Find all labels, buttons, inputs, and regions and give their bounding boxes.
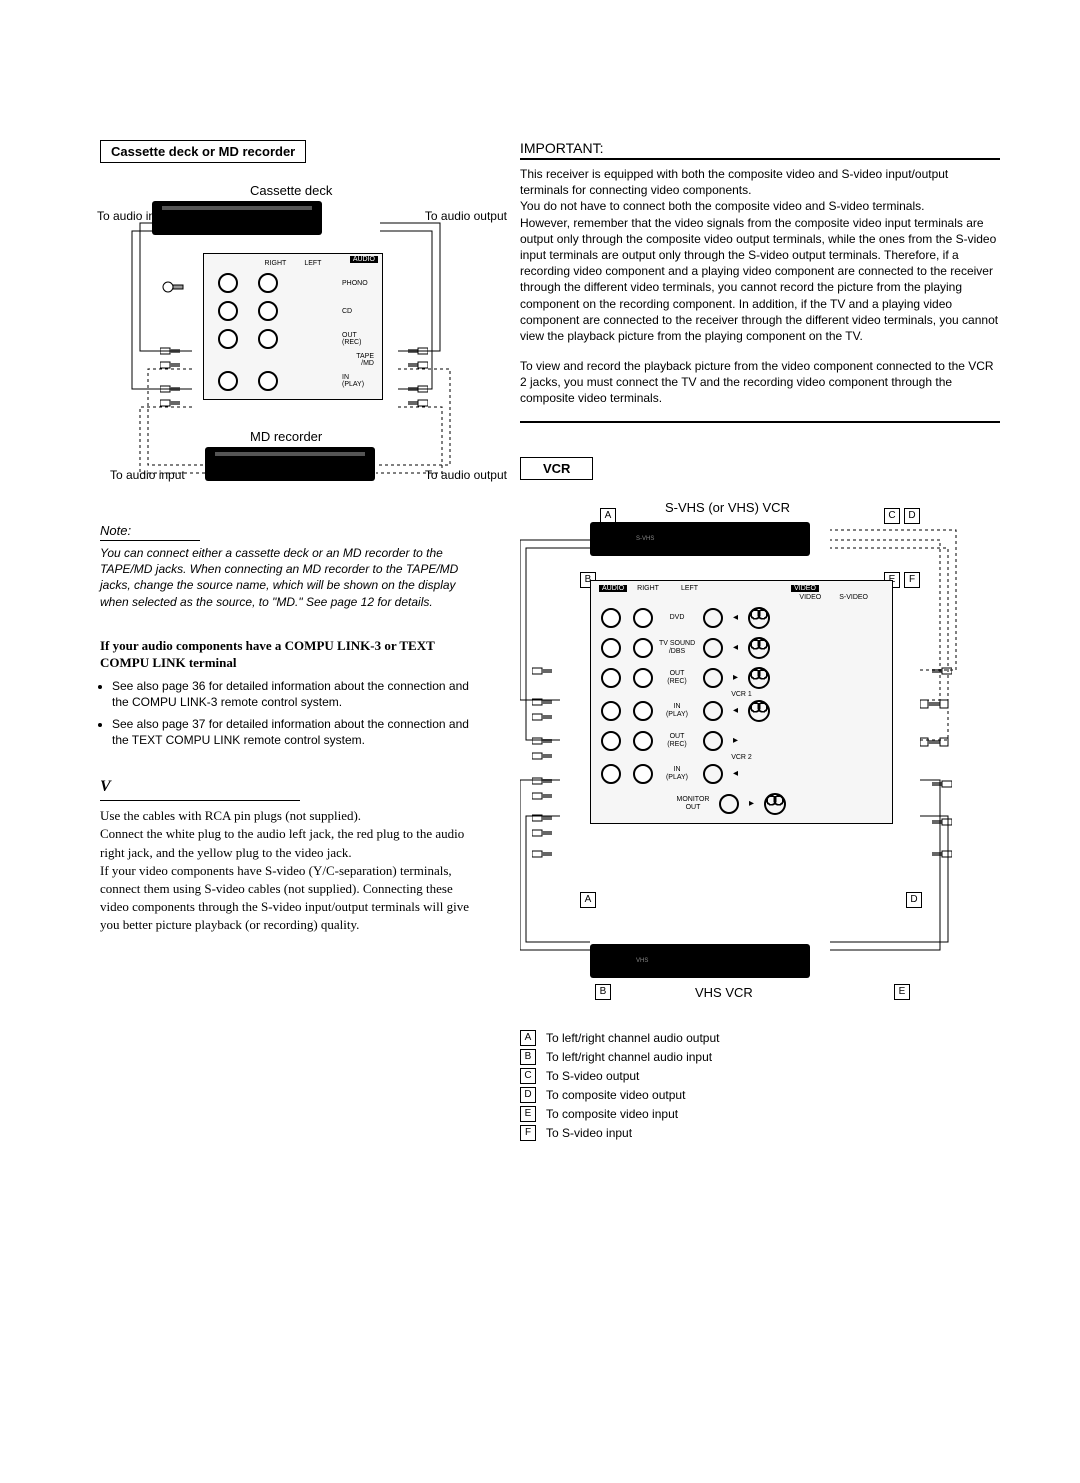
letter-F-top: F (904, 572, 920, 588)
plugs-right-row5 (924, 816, 952, 831)
legend: A To left/right channel audio output B To … (520, 1030, 1000, 1141)
legend-B-box: B (520, 1049, 536, 1065)
bullet-2: See also page 37 for detailed informatio… (112, 716, 480, 748)
legend-C-text: To S-video output (546, 1069, 639, 1083)
legend-E-box: E (520, 1106, 536, 1122)
plugs-right-row6 (924, 848, 952, 863)
vhs-title: VHS VCR (695, 985, 753, 1000)
cassette-diagram: Cassette deck To audio input To audio ou… (100, 173, 480, 503)
left-head: LEFT (681, 585, 698, 592)
plugs-left-row4 (532, 775, 560, 805)
legend-B-text: To left/right channel audio input (546, 1050, 712, 1064)
letter-D-top: D (904, 508, 920, 524)
row-vcr1-out: OUT (REC) ▸ (595, 663, 888, 693)
plugs-left-row5 (532, 812, 560, 842)
important-head: IMPORTANT: (520, 140, 1000, 160)
video-col-head: VIDEO (799, 594, 821, 601)
plugs-left-row1 (532, 665, 560, 680)
legend-D-text: To composite video output (546, 1088, 685, 1102)
letter-B-bottom: B (595, 984, 611, 1000)
v-heading: V (100, 778, 300, 801)
vhs-img (590, 944, 810, 978)
legend-C-box: C (520, 1068, 536, 1084)
compu-link-bullets: See also page 36 for detailed informatio… (100, 678, 480, 749)
bullet-1: See also page 36 for detailed informatio… (112, 678, 480, 710)
letter-E-bottom: E (894, 984, 910, 1000)
legend-D-box: D (520, 1087, 536, 1103)
row-monitor: MONITOR OUT ▸ (595, 789, 888, 819)
svhs-title: S-VHS (or VHS) VCR (665, 500, 790, 515)
vcr-label-box: VCR (520, 457, 593, 480)
compu-link-subhead: If your audio components have a COMPU LI… (100, 638, 480, 672)
row-tvsound: TV SOUND /DBS ◂ (595, 633, 888, 663)
legend-A-box: A (520, 1030, 536, 1046)
letter-D-bottom: D (906, 892, 922, 908)
important-p1: This receiver is equipped with both the … (520, 166, 1000, 344)
svhs-img (590, 522, 810, 556)
legend-F-text: To S-video input (546, 1126, 632, 1140)
important-p2: To view and record the playback picture … (520, 358, 1000, 423)
row-vcr2-out: OUT (REC) ▸ (595, 726, 888, 756)
letter-A-bottom: A (580, 892, 596, 908)
vcr-diagram: S-VHS (or VHS) VCR A C D B E F AUDIO RIG… (520, 500, 970, 1000)
row-vcr2-in: IN (PLAY) ◂ (595, 759, 888, 789)
plugs-left-row2 (532, 696, 560, 726)
v-body-text: Use the cables with RCA pin plugs (not s… (100, 807, 480, 934)
plugs-right-row4 (924, 778, 952, 793)
cassette-wires (100, 173, 480, 503)
legend-E-text: To composite video input (546, 1107, 678, 1121)
letter-C-top: C (884, 508, 900, 524)
video-badge: VIDEO (791, 585, 819, 592)
plugs-right-row3 (920, 736, 952, 751)
cassette-label-box: Cassette deck or MD recorder (100, 140, 306, 163)
plugs-right-row2 (920, 698, 952, 713)
audio-badge-2: AUDIO (599, 585, 627, 592)
row-dvd: DVD ◂ (595, 603, 888, 633)
svideo-head: S-VIDEO (839, 594, 868, 601)
jack-panel-video: AUDIO RIGHT LEFT VIDEO VIDEO S-VIDEO DVD… (590, 580, 893, 824)
plugs-left-row3 (532, 735, 560, 765)
plugs-left-row6 (532, 848, 560, 863)
plugs-right-row1 (924, 665, 952, 680)
note-head: Note: (100, 523, 200, 541)
legend-F-box: F (520, 1125, 536, 1141)
note-text: You can connect either a cassette deck o… (100, 545, 480, 610)
right-head: RIGHT (637, 585, 659, 592)
legend-A-text: To left/right channel audio output (546, 1031, 719, 1045)
row-vcr1-in: IN (PLAY) ◂ (595, 696, 888, 726)
